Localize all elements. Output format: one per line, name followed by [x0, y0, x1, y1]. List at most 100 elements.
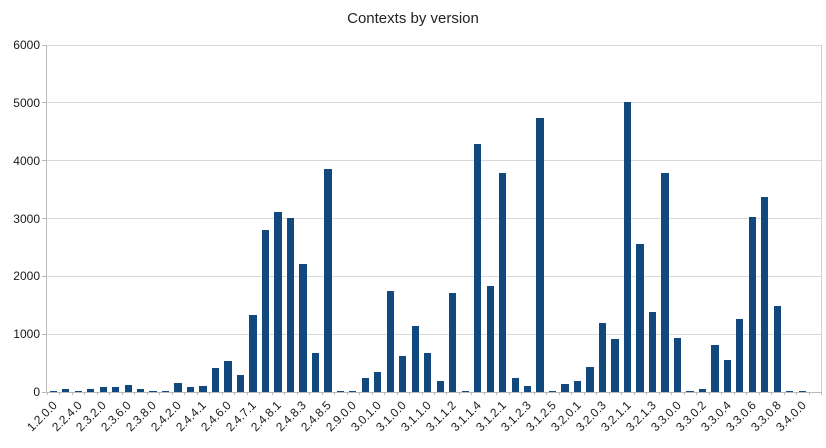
- x-tick-mark: [259, 392, 261, 395]
- bar: [786, 391, 794, 392]
- bar: [161, 391, 170, 392]
- bar: [611, 339, 619, 392]
- x-tick-mark: [708, 392, 710, 395]
- x-tick-mark: [508, 392, 510, 395]
- x-tick-mark: [109, 392, 111, 395]
- bar: [386, 291, 394, 392]
- x-tick-mark: [59, 392, 61, 395]
- x-tick-mark: [796, 392, 798, 395]
- bar: [124, 385, 132, 392]
- bar: [711, 345, 719, 392]
- gridline: [47, 275, 821, 277]
- x-tick-mark: [396, 392, 398, 395]
- bar: [536, 118, 544, 392]
- x-tick-mark: [483, 392, 485, 395]
- x-tick-mark: [196, 392, 198, 395]
- y-tick-mark: [42, 218, 46, 219]
- x-tick-mark: [96, 392, 98, 395]
- bar: [499, 173, 507, 392]
- x-tick-mark: [733, 392, 735, 395]
- bar: [698, 389, 707, 392]
- bar: [598, 323, 607, 392]
- bar: [636, 244, 644, 392]
- bar: [511, 378, 519, 392]
- x-tick-mark: [658, 392, 660, 395]
- bar: [573, 381, 582, 392]
- bar: [49, 391, 57, 392]
- bar: [274, 212, 282, 392]
- x-tick-mark: [296, 392, 298, 395]
- x-tick-mark: [696, 392, 698, 395]
- x-tick-mark: [421, 392, 423, 395]
- gridline: [47, 160, 821, 162]
- bar: [87, 389, 95, 392]
- y-tick-mark: [42, 333, 46, 335]
- x-tick-mark: [246, 392, 248, 395]
- x-tick-mark: [583, 392, 585, 395]
- bar: [524, 386, 532, 392]
- y-tick-mark: [42, 391, 46, 393]
- x-tick-mark: [808, 392, 810, 395]
- x-tick-mark: [434, 392, 435, 395]
- bar: [324, 169, 332, 392]
- bar: [299, 264, 307, 392]
- bar: [798, 391, 806, 392]
- x-tick-mark: [209, 392, 211, 395]
- x-tick-mark: [221, 392, 223, 395]
- x-tick-mark: [309, 392, 311, 395]
- x-tick-mark: [446, 392, 448, 395]
- bar: [224, 361, 232, 392]
- x-tick-mark: [271, 392, 273, 395]
- x-tick-mark: [146, 392, 148, 395]
- bar: [336, 391, 344, 392]
- x-tick-mark: [521, 392, 523, 395]
- y-axis-tick-label: 0: [33, 385, 40, 399]
- bar: [374, 372, 382, 392]
- bar: [586, 367, 594, 392]
- plot-area: [42, 44, 822, 395]
- x-tick-mark: [121, 392, 123, 395]
- bar: [74, 391, 82, 392]
- x-tick-mark: [234, 392, 236, 395]
- bar: [112, 387, 120, 392]
- bar: [723, 360, 731, 392]
- x-tick-mark: [783, 392, 785, 395]
- bar: [748, 217, 756, 392]
- x-tick-mark: [171, 392, 173, 395]
- bar: [474, 144, 482, 392]
- bar: [736, 319, 744, 392]
- bar: [623, 102, 632, 392]
- chart-title: Contexts by version: [347, 10, 479, 27]
- y-axis-tick-label: 6000: [13, 38, 40, 52]
- x-tick-mark: [334, 392, 336, 395]
- x-tick-mark: [571, 392, 573, 395]
- y-tick-mark: [42, 160, 46, 162]
- bar: [186, 387, 195, 392]
- x-tick-mark: [409, 392, 411, 395]
- x-tick-mark: [683, 392, 685, 395]
- x-tick-mark: [384, 392, 386, 395]
- x-tick-mark: [321, 392, 323, 395]
- bar: [249, 315, 257, 392]
- y-axis-tick-label: 2000: [13, 269, 40, 284]
- bar: [199, 386, 207, 392]
- x-tick-mark: [721, 392, 723, 395]
- x-tick-mark: [84, 392, 86, 395]
- x-tick-mark: [496, 392, 498, 395]
- y-axis-tick-label: 1000: [13, 327, 40, 342]
- bar: [286, 218, 295, 392]
- bar: [261, 230, 270, 392]
- y-tick-mark: [42, 44, 46, 46]
- x-tick-mark: [533, 392, 535, 395]
- y-axis-tick-label: 5000: [13, 95, 40, 110]
- bar: [137, 389, 145, 392]
- gridline: [47, 333, 821, 335]
- x-tick-mark: [346, 392, 348, 395]
- x-tick-mark: [646, 392, 648, 395]
- bar: [211, 368, 220, 392]
- x-tick-mark: [608, 392, 610, 395]
- bar: [761, 197, 769, 392]
- x-tick-mark: [458, 392, 460, 395]
- bar: [424, 353, 432, 392]
